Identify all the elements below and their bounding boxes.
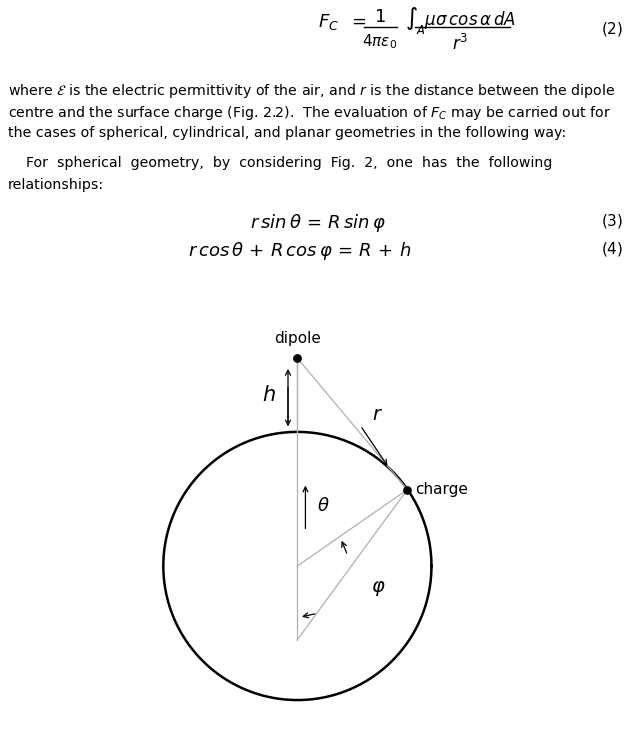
Text: $F_C$: $F_C$ (318, 12, 339, 32)
Text: $=$: $=$ (348, 12, 366, 30)
Text: the cases of spherical, cylindrical, and planar geometries in the following way:: the cases of spherical, cylindrical, and… (8, 126, 566, 140)
Text: $\int_A \mu\sigma\, cos\, \alpha\, dA$: $\int_A \mu\sigma\, cos\, \alpha\, dA$ (404, 5, 516, 36)
Text: $\theta$: $\theta$ (316, 496, 329, 515)
Text: $r\, sin\, \theta\, =\, R\, sin\, \varphi$: $r\, sin\, \theta\, =\, R\, sin\, \varph… (250, 212, 386, 234)
Text: charge: charge (415, 482, 468, 497)
Text: $4\pi\varepsilon_0$: $4\pi\varepsilon_0$ (363, 32, 398, 50)
Text: dipole: dipole (274, 331, 321, 346)
Text: $1$: $1$ (374, 8, 386, 26)
Point (402, 484, 412, 496)
Text: $(4)$: $(4)$ (601, 240, 623, 258)
Text: relationships:: relationships: (8, 178, 104, 192)
Text: $r\, cos\, \theta\, +\, R\, cos\, \varphi\, =\, R\, +\, h$: $r\, cos\, \theta\, +\, R\, cos\, \varph… (188, 240, 411, 262)
Text: $(3)$: $(3)$ (601, 212, 623, 230)
Text: where $\mathcal{E}$ is the electric permittivity of the air, and $r$ is the dist: where $\mathcal{E}$ is the electric perm… (8, 82, 615, 100)
Point (292, 352, 302, 364)
Text: $\varphi$: $\varphi$ (371, 579, 385, 598)
Text: r: r (372, 405, 380, 424)
Text: $r^3$: $r^3$ (452, 34, 468, 54)
Text: $(2)$: $(2)$ (601, 20, 623, 38)
Text: For  spherical  geometry,  by  considering  Fig.  2,  one  has  the  following: For spherical geometry, by considering F… (8, 156, 552, 170)
Text: h: h (263, 385, 276, 405)
Text: centre and the surface charge (Fig. 2.2).  The evaluation of $F_C$ may be carrie: centre and the surface charge (Fig. 2.2)… (8, 104, 611, 122)
